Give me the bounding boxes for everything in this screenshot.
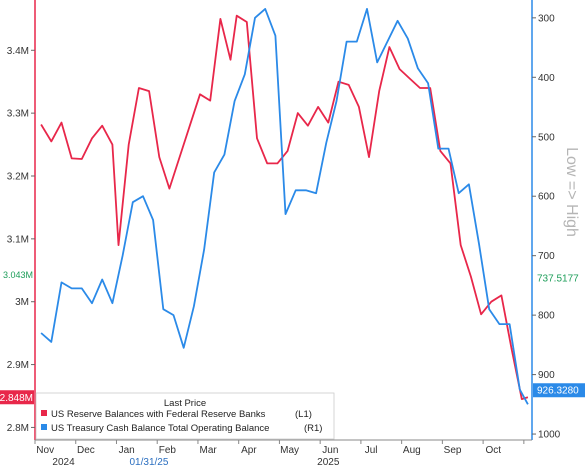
x-tick-label: Jun xyxy=(322,445,338,456)
right-tick-label: 800 xyxy=(538,311,555,322)
right-last-value: 926.3280 xyxy=(537,386,579,397)
legend: Last Price US Reserve Balances with Fede… xyxy=(35,392,335,440)
left-reference-value: 3.043M xyxy=(3,270,33,280)
right-tick-label: 1000 xyxy=(538,430,561,441)
left-tick-label: 3M xyxy=(15,297,29,308)
x-axis-ticks: Nov Dec Jan Feb Mar Apr May Jun Jul Aug Sep Oct 2024… xyxy=(34,440,525,466)
x-tick-label: Oct xyxy=(486,445,502,456)
left-last-value-badge xyxy=(0,390,34,405)
right-tick-label: 700 xyxy=(538,251,555,262)
legend-swatch-reserve xyxy=(41,410,47,416)
legend-swatch-tga xyxy=(41,424,47,430)
left-tick-label: 2.8M xyxy=(7,423,29,434)
x-tick-label: Mar xyxy=(200,445,218,456)
left-tick-label: 3.1M xyxy=(7,234,29,245)
x-year-label: 2024 xyxy=(52,457,75,466)
right-tick-label: 400 xyxy=(538,73,555,84)
left-tick-label: 3.2M xyxy=(7,172,29,183)
series-line-treasury-cash xyxy=(40,7,529,405)
x-tick-label: Aug xyxy=(403,445,421,456)
series-lines xyxy=(40,7,529,405)
x-tick-label: Jul xyxy=(365,445,378,456)
x-year-label: 2025 xyxy=(317,457,340,466)
legend-entry-reserve-axis: (L1) xyxy=(295,409,312,420)
last-value-badges: 2.848M 3.043M 926.3280 737.5177 xyxy=(0,270,585,405)
left-axis-ticks: 2.8M 2.9M 3M 3.1M 3.2M 3.3M 3.4M xyxy=(7,46,35,434)
left-last-value: 2.848M xyxy=(0,393,33,404)
x-highlight-date: 01/31/25 xyxy=(129,457,168,466)
legend-box xyxy=(35,392,335,440)
right-tick-label: 500 xyxy=(538,132,555,143)
right-tick-label: 300 xyxy=(538,13,555,24)
right-tick-label: 900 xyxy=(538,370,555,381)
x-tick-label: Nov xyxy=(36,445,54,456)
right-last-value-badge xyxy=(533,383,585,398)
x-tick-label: Apr xyxy=(241,445,257,456)
x-tick-label: Jan xyxy=(119,445,135,456)
x-tick-label: May xyxy=(280,445,299,456)
right-tick-label: 600 xyxy=(538,192,555,203)
legend-entry-tga-axis: (R1) xyxy=(304,423,322,434)
legend-header: Last Price xyxy=(164,398,206,409)
right-reference-value: 737.5177 xyxy=(537,273,579,284)
right-axis-ticks: 300 400 500 600 700 800 900 1000 xyxy=(532,13,561,441)
right-axis-label: Low => High xyxy=(563,147,580,237)
left-tick-label: 3.4M xyxy=(7,46,29,57)
x-tick-label: Sep xyxy=(444,445,462,456)
legend-entry-tga: US Treasury Cash Balance Total Operating… xyxy=(51,423,269,434)
legend-entry-reserve: US Reserve Balances with Federal Reserve… xyxy=(51,409,266,420)
left-tick-label: 3.3M xyxy=(7,109,29,120)
left-tick-label: 2.9M xyxy=(7,360,29,371)
x-tick-label: Feb xyxy=(159,445,177,456)
x-tick-label: Dec xyxy=(77,445,95,456)
